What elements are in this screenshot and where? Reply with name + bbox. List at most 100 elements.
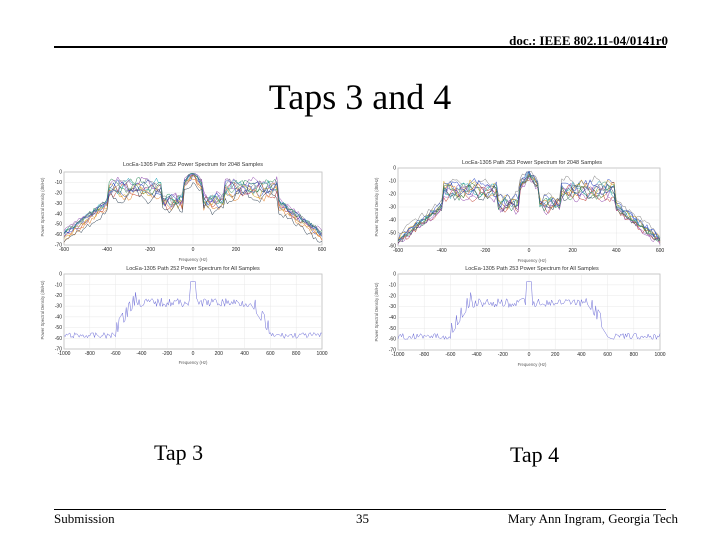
tap4-top-trace (397, 177, 661, 242)
footer-rule (54, 509, 666, 510)
tap4-bottom-x-tick: 800 (630, 352, 639, 358)
tap3-bottom-x-tick: 600 (266, 351, 275, 357)
tap4-bottom-x-tick: -200 (498, 352, 508, 358)
tap4-bottom-x-tick: -800 (419, 352, 429, 358)
tap4-top-y-tick: -40 (389, 218, 396, 224)
tap4-bottom-trace (397, 281, 661, 341)
tap4-bottom-plot-title: LocEa-1305 Path 253 Power Spectrum for A… (465, 266, 599, 272)
tap3-bottom-x-label: Frequency (Hz) (179, 360, 208, 365)
tap3-bottom-trace (63, 281, 323, 340)
tap3-top-y-ticks: 0 -10 -20 -30 -40 -50 -60 -70 (55, 170, 62, 249)
tap4-bottom-x-tick: 400 (577, 352, 586, 358)
tap3-bottom-y-ticks: 0 -10 -20 -30 -40 -50 -60 -70 (55, 272, 62, 353)
tap3-figure-svg: LocEa-1305 Path 252 Power Spectrum for 2… (40, 162, 328, 365)
tap4-bottom-trace (397, 281, 661, 341)
tap4-top-x-tick: -200 (480, 248, 490, 254)
tap3-top-x-ticks: -600 -400 -200 0 200 400 600 (59, 247, 326, 253)
tap3-top-x-tick: 200 (232, 247, 241, 253)
tap3-bottom-y-tick: -20 (55, 293, 62, 299)
tap3-top-x-tick: -600 (59, 247, 69, 253)
tap4-bottom-y-tick: 0 (393, 272, 396, 278)
tap3-bottom-y-tick: -40 (55, 314, 62, 320)
tap3-bottom-x-tick: -1000 (58, 351, 71, 357)
tap3-top-traces (63, 173, 323, 243)
tap4-top-x-tick: -600 (393, 248, 403, 254)
tap4-bottom-y-ticks: 0 -10 -20 -30 -40 -50 -60 -70 (389, 272, 396, 354)
tap4-top-x-ticks: -600 -400 -200 0 200 400 600 (393, 248, 664, 254)
tap4-top-y-label: Power Spectral Density (dB/Hz) (374, 177, 379, 236)
tap4-bottom-x-tick: -1000 (392, 352, 405, 358)
tap3-top-x-tick: -200 (145, 247, 155, 253)
tap3-top-y-tick: 0 (59, 170, 62, 176)
tap4-top-trace (397, 173, 661, 244)
tap3-bottom-y-tick: -50 (55, 325, 62, 331)
tap3-bottom-x-tick: 400 (240, 351, 249, 357)
tap3-bottom-plot: LocEa-1305 Path 252 Power Spectrum for A… (40, 266, 328, 365)
tap4-bottom-y-tick: -30 (389, 304, 396, 310)
tap3-bottom-x-tick: 200 (215, 351, 224, 357)
slide-title: Taps 3 and 4 (268, 77, 452, 117)
tap3-top-y-tick: -20 (55, 190, 62, 196)
tap3-caption: Tap 3 (154, 440, 204, 465)
tap3-top-plot: LocEa-1305 Path 252 Power Spectrum for 2… (40, 162, 326, 262)
tap4-top-y-tick: -20 (389, 192, 396, 198)
footer-author: Mary Ann Ingram, Georgia Tech (507, 511, 678, 526)
tap4-figure: LocEa-1305 Path 253 Power Spectrum for 2… (372, 152, 670, 370)
tap3-bottom-x-tick: -400 (136, 351, 146, 357)
tap4-top-trace (397, 170, 661, 237)
tap4-top-x-tick: 400 (612, 248, 621, 254)
tap3-bottom-x-tick: 800 (292, 351, 301, 357)
tap4-bottom-x-tick: 200 (551, 352, 560, 358)
doc-id: doc.: IEEE 802.11-04/0141r0 (509, 33, 668, 48)
footer-page-number: 35 (356, 511, 369, 526)
tap3-top-x-tick: 600 (318, 247, 327, 253)
tap3-bottom-x-tick: 0 (192, 351, 195, 357)
tap4-top-x-label: Frequency (Hz) (518, 258, 547, 263)
tap3-top-x-tick: 400 (275, 247, 284, 253)
tap3-top-x-label: Frequency (Hz) (179, 257, 208, 262)
tap3-top-y-tick: -70 (55, 243, 62, 249)
tap3-top-y-tick: -30 (55, 201, 62, 207)
header-rule (54, 46, 666, 48)
tap4-bottom-x-label: Frequency (Hz) (518, 362, 547, 367)
tap4-bottom-x-tick: 0 (528, 352, 531, 358)
tap3-top-y-tick: -10 (55, 180, 62, 186)
tap3-top-x-tick: -400 (102, 247, 112, 253)
tap3-top-trace (63, 182, 323, 243)
tap3-top-plot-title: LocEa-1305 Path 252 Power Spectrum for 2… (123, 162, 263, 168)
tap3-top-y-tick: -40 (55, 211, 62, 217)
tap3-top-x-tick: 0 (192, 247, 195, 253)
tap4-top-x-tick: 0 (528, 248, 531, 254)
tap3-bottom-x-ticks: -1000 -800 -600 -400 -200 0 200 400 600 800 1000 (58, 351, 328, 357)
tap4-bottom-x-tick: 600 (603, 352, 612, 358)
tap3-bottom-y-tick: -10 (55, 282, 62, 288)
tap3-bottom-y-label: Power Spectral Density (dB/Hz) (40, 280, 45, 339)
tap3-top-y-label: Power Spectral Density (dB/Hz) (40, 177, 45, 236)
tap4-bottom-y-tick: -70 (389, 348, 396, 354)
tap4-bottom-y-tick: -50 (389, 326, 396, 332)
tap3-bottom-x-tick: -800 (85, 351, 95, 357)
tap4-top-plot: LocEa-1305 Path 253 Power Spectrum for 2… (374, 160, 664, 263)
tap4-bottom-x-tick: 1000 (654, 352, 665, 358)
tap4-top-y-tick: -50 (389, 231, 396, 237)
tap4-top-trace (397, 175, 661, 243)
tap4-top-y-tick: 0 (393, 166, 396, 172)
tap3-bottom-y-tick: 0 (59, 272, 62, 278)
tap3-top-y-tick: -60 (55, 232, 62, 238)
tap4-top-traces (397, 170, 661, 245)
tap4-bottom-x-ticks: -1000 -800 -600 -400 -200 0 200 400 600 800 1000 (392, 352, 666, 358)
tap4-bottom-y-tick: -20 (389, 293, 396, 299)
tap3-figure: LocEa-1305 Path 252 Power Spectrum for 2… (38, 152, 328, 367)
tap4-top-y-tick: -10 (389, 179, 396, 185)
tap4-bottom-x-tick: -600 (445, 352, 455, 358)
tap4-bottom-plot: LocEa-1305 Path 253 Power Spectrum for A… (374, 266, 666, 367)
tap4-bottom-y-tick: -60 (389, 337, 396, 343)
tap4-caption: Tap 4 (510, 442, 560, 467)
tap4-top-y-tick: -60 (389, 244, 396, 250)
tap4-bottom-x-tick: -400 (472, 352, 482, 358)
tap3-bottom-x-tick: 1000 (316, 351, 327, 357)
tap3-bottom-y-tick: -30 (55, 304, 62, 310)
tap4-top-plot-title: LocEa-1305 Path 253 Power Spectrum for 2… (462, 160, 602, 166)
footer-submission: Submission (54, 511, 115, 526)
tap3-bottom-y-tick: -60 (55, 336, 62, 342)
